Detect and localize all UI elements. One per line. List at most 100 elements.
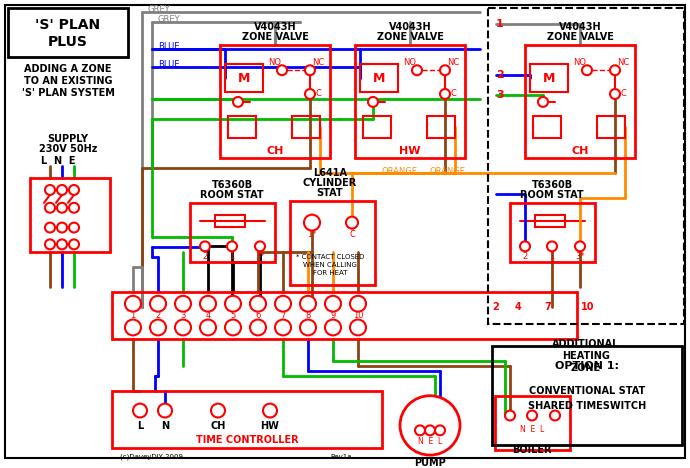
Circle shape	[305, 66, 315, 75]
Circle shape	[227, 241, 237, 251]
Text: L  N  E: L N E	[41, 156, 75, 166]
Text: ORANGE: ORANGE	[382, 167, 418, 176]
Bar	[535, 215, 565, 227]
Circle shape	[610, 89, 620, 99]
Text: NC: NC	[447, 58, 459, 67]
Text: PLUS: PLUS	[48, 35, 88, 49]
Circle shape	[150, 320, 166, 336]
Circle shape	[69, 185, 79, 195]
Circle shape	[200, 241, 210, 251]
Bar	[363, 116, 391, 138]
Text: HEATING: HEATING	[562, 351, 610, 361]
Text: GREY: GREY	[158, 15, 181, 24]
Circle shape	[368, 97, 378, 107]
Circle shape	[158, 403, 172, 417]
Text: CYLINDER: CYLINDER	[303, 178, 357, 188]
Text: 4: 4	[515, 302, 522, 312]
Circle shape	[610, 66, 620, 75]
Text: CH: CH	[266, 146, 284, 156]
Bar	[510, 203, 595, 262]
Bar	[495, 396, 570, 450]
Circle shape	[520, 241, 530, 251]
Circle shape	[250, 320, 266, 336]
Circle shape	[125, 320, 141, 336]
Bar	[597, 116, 625, 138]
Bar	[112, 292, 577, 339]
Bar	[190, 203, 275, 262]
Bar	[228, 116, 256, 138]
Text: TIME CONTROLLER: TIME CONTROLLER	[196, 435, 298, 445]
Text: Rev1a: Rev1a	[330, 454, 351, 460]
Text: 3*: 3*	[575, 252, 585, 261]
Text: 4: 4	[206, 311, 210, 320]
Circle shape	[550, 410, 560, 420]
Text: 1: 1	[549, 252, 555, 261]
Text: CH: CH	[210, 421, 226, 431]
Text: BLUE: BLUE	[158, 42, 179, 51]
Circle shape	[538, 97, 548, 107]
Circle shape	[69, 240, 79, 249]
Text: 'S' PLAN: 'S' PLAN	[35, 18, 101, 32]
Text: N  E  L: N E L	[418, 437, 442, 446]
Text: 9: 9	[331, 311, 335, 320]
Text: STAT: STAT	[317, 188, 344, 198]
Text: BOILER: BOILER	[512, 445, 552, 455]
Circle shape	[275, 320, 291, 336]
Bar	[492, 346, 682, 445]
Text: 7: 7	[280, 311, 286, 320]
Text: 1: 1	[130, 311, 136, 320]
Text: ZONE VALVE: ZONE VALVE	[377, 32, 444, 42]
Circle shape	[57, 240, 67, 249]
Circle shape	[547, 241, 557, 251]
Text: 1*: 1*	[307, 230, 317, 239]
Bar	[290, 201, 375, 285]
Text: 7: 7	[544, 302, 551, 312]
Circle shape	[350, 320, 366, 336]
Text: T6360B: T6360B	[531, 180, 573, 190]
Circle shape	[325, 296, 341, 312]
Circle shape	[200, 296, 216, 312]
Bar	[292, 116, 320, 138]
Circle shape	[412, 66, 422, 75]
Text: PUMP: PUMP	[414, 458, 446, 468]
Text: 1: 1	[496, 19, 504, 29]
Circle shape	[200, 320, 216, 336]
Text: L641A: L641A	[313, 168, 347, 178]
Circle shape	[425, 425, 435, 435]
Text: V4043H: V4043H	[254, 22, 296, 32]
Text: HW: HW	[400, 146, 421, 156]
Text: N  E  L: N E L	[520, 425, 544, 434]
Text: ROOM STAT: ROOM STAT	[200, 190, 264, 200]
Bar	[355, 44, 465, 158]
Text: C: C	[450, 89, 456, 98]
Circle shape	[582, 66, 592, 75]
Circle shape	[225, 296, 241, 312]
Circle shape	[305, 89, 315, 99]
Circle shape	[57, 223, 67, 233]
Text: N: N	[161, 421, 169, 431]
Text: 'S' PLAN SYSTEM: 'S' PLAN SYSTEM	[21, 88, 115, 98]
Text: FOR HEAT: FOR HEAT	[313, 270, 347, 276]
Circle shape	[400, 396, 460, 455]
Circle shape	[440, 89, 450, 99]
Circle shape	[277, 66, 287, 75]
Text: NC: NC	[617, 58, 629, 67]
Text: T6360B: T6360B	[211, 180, 253, 190]
Circle shape	[304, 215, 320, 231]
Text: V4043H: V4043H	[388, 22, 431, 32]
Circle shape	[275, 296, 291, 312]
Text: 10: 10	[353, 311, 363, 320]
Text: C: C	[620, 89, 626, 98]
Text: OPTION 1:: OPTION 1:	[555, 361, 619, 371]
Text: TO AN EXISTING: TO AN EXISTING	[23, 76, 112, 86]
Text: CH: CH	[571, 146, 589, 156]
Circle shape	[350, 296, 366, 312]
Circle shape	[225, 320, 241, 336]
Text: 1: 1	[229, 252, 235, 261]
Text: ZONE VALVE: ZONE VALVE	[546, 32, 613, 42]
Circle shape	[175, 320, 191, 336]
Text: V4043H: V4043H	[559, 22, 601, 32]
Text: 2: 2	[522, 252, 528, 261]
Circle shape	[435, 425, 445, 435]
Circle shape	[233, 97, 243, 107]
